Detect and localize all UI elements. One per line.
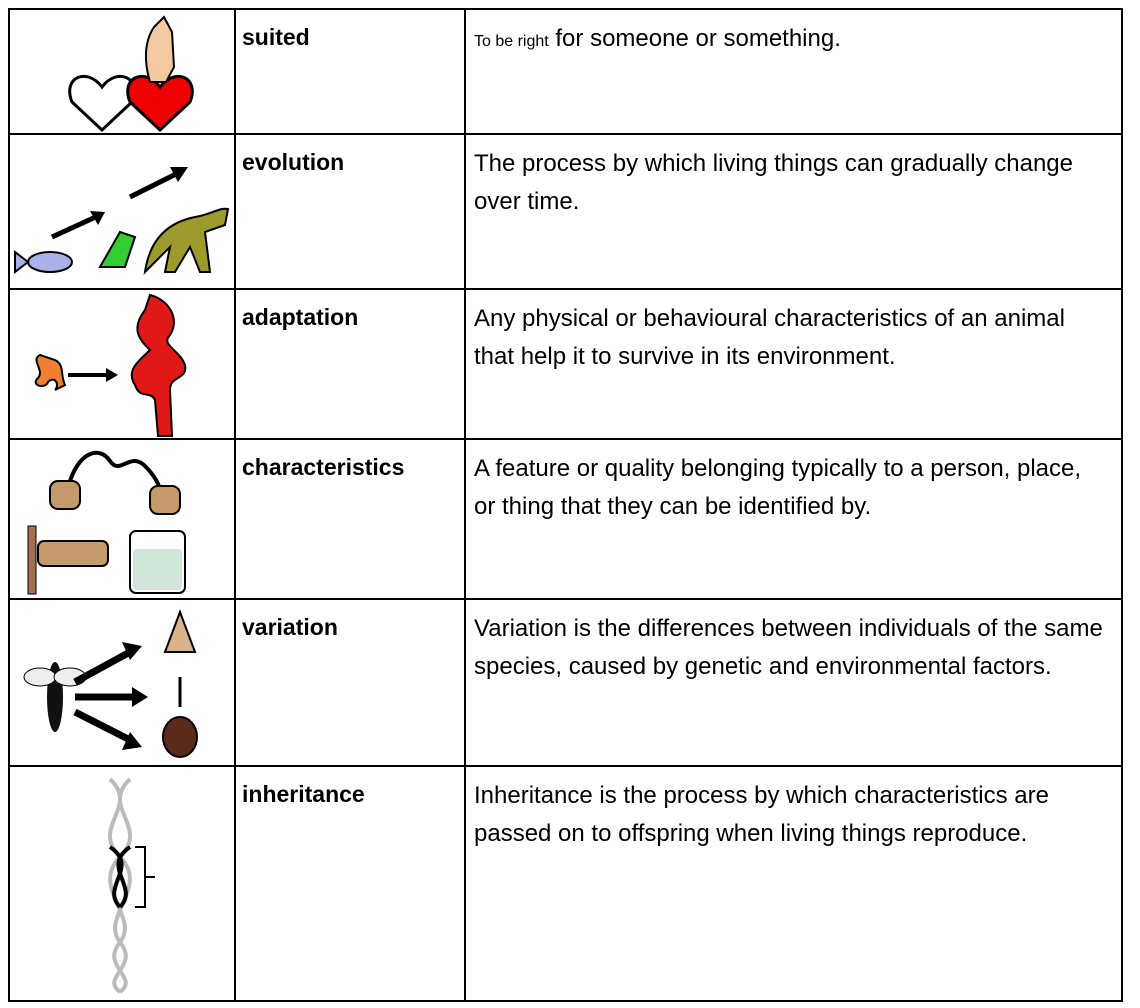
word: variation xyxy=(234,598,466,767)
definition-part: To be right xyxy=(474,33,549,50)
definition-part: Variation is the differences between ind… xyxy=(474,615,1103,680)
word: evolution xyxy=(234,133,466,290)
word: characteristics xyxy=(234,438,466,600)
word: suited xyxy=(234,8,466,135)
row: adaptation Any physical or behavioural c… xyxy=(8,288,1123,440)
icon-inheritance xyxy=(108,777,155,994)
definition: Any physical or behavioural characterist… xyxy=(464,288,1123,440)
definition-part: for someone or something. xyxy=(555,25,841,52)
icon-adaptation xyxy=(34,293,187,437)
icon-evolution xyxy=(14,166,230,275)
definition-part: A feature or quality belonging typically… xyxy=(474,455,1082,520)
icon-cell xyxy=(8,133,236,290)
definition-part: Inheritance is the process by which char… xyxy=(474,782,1049,847)
icon-characteristics xyxy=(27,450,186,595)
icon-cell xyxy=(8,765,236,1002)
icon-cell xyxy=(8,438,236,600)
icon-cell xyxy=(8,598,236,767)
definition: A feature or quality belonging typically… xyxy=(464,438,1123,600)
word: inheritance xyxy=(234,765,466,1002)
row: variation Variation is the differences b… xyxy=(8,598,1123,767)
icon-suited xyxy=(68,14,194,132)
definition-part: Any physical or behavioural characterist… xyxy=(474,305,1065,370)
row: inheritance Inheritance is the process b… xyxy=(8,765,1123,1002)
definition: Inheritance is the process by which char… xyxy=(464,765,1123,1002)
definition: The process by which living things can g… xyxy=(464,133,1123,290)
row: evolution The process by which living th… xyxy=(8,133,1123,290)
glossary-table: suited To be right for someone or someth… xyxy=(8,8,1123,1002)
icon-cell xyxy=(8,8,236,135)
row: characteristics A feature or quality bel… xyxy=(8,438,1123,600)
icon-cell xyxy=(8,288,236,440)
definition: Variation is the differences between ind… xyxy=(464,598,1123,767)
definition-part: The process by which living things can g… xyxy=(474,150,1074,215)
definition: To be right for someone or something. xyxy=(464,8,1123,135)
word: adaptation xyxy=(234,288,466,440)
row: suited To be right for someone or someth… xyxy=(8,8,1123,135)
icon-variation xyxy=(23,608,198,758)
